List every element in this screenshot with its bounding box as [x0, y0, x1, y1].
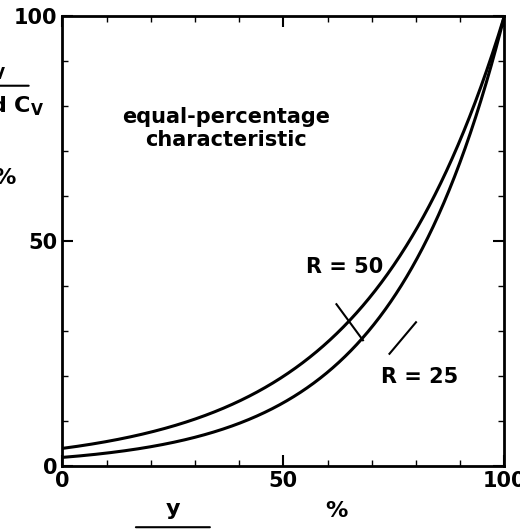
Text: R = 25: R = 25 [381, 367, 458, 387]
Text: R = 50: R = 50 [306, 257, 383, 277]
Text: equal-percentage
characteristic: equal-percentage characteristic [122, 107, 330, 150]
Text: $\mathbf{\%}$: $\mathbf{\%}$ [0, 168, 17, 188]
Text: $\mathbf{y}$: $\mathbf{y}$ [165, 501, 181, 522]
Text: $\mathbf{C_V}$: $\mathbf{C_V}$ [0, 58, 7, 82]
Text: $\mathbf{rated\ C_V}$: $\mathbf{rated\ C_V}$ [0, 94, 44, 118]
Text: $\mathbf{\%}$: $\mathbf{\%}$ [324, 501, 348, 522]
